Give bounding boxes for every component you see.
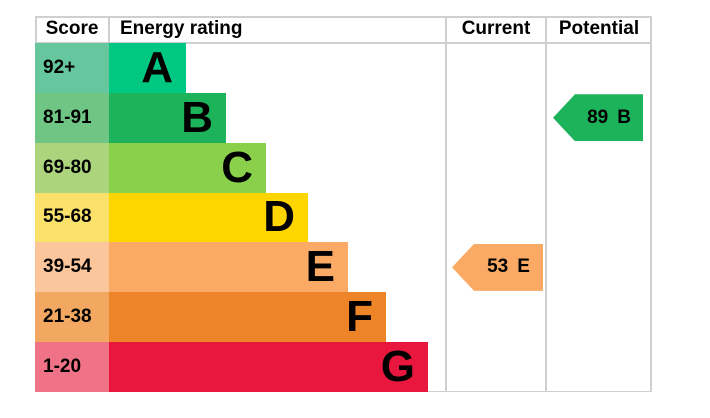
band-letter-f: F xyxy=(346,292,373,342)
grid-line-header-bottom xyxy=(35,42,652,44)
score-cell-b: 81-91 xyxy=(35,92,109,143)
band-row-c: 69-80 C xyxy=(35,142,652,193)
grid-line-potential-left xyxy=(545,16,547,392)
band-letter-b: B xyxy=(181,92,213,142)
score-cell-d: 55-68 xyxy=(35,192,109,243)
score-cell-f: 21-38 xyxy=(35,292,109,343)
band-row-b: 81-91 B xyxy=(35,92,652,143)
band-letter-c: C xyxy=(221,142,253,192)
potential-rating-arrow: 89 B xyxy=(553,94,643,142)
band-letter-a: A xyxy=(141,42,173,92)
band-bar-e: E xyxy=(109,242,348,293)
band-bar-a: A xyxy=(109,43,186,93)
energy-rating-column-header: Energy rating xyxy=(120,18,243,39)
band-rows: 92+ A 81-91 B 69-80 C 55-68 D 39-54 E 21-38 F 1-20 G xyxy=(35,43,652,392)
grid-line-top xyxy=(35,16,652,18)
band-letter-d: D xyxy=(263,192,295,242)
current-rating-value: 53 xyxy=(487,256,509,278)
band-row-f: 21-38 F xyxy=(35,292,652,343)
current-rating-arrow: 53 E xyxy=(452,243,543,291)
band-letter-g: G xyxy=(380,342,415,392)
band-row-d: 55-68 D xyxy=(35,192,652,243)
score-column-header: Score xyxy=(45,18,99,39)
band-row-a: 92+ A xyxy=(35,43,652,93)
grid-line-right xyxy=(650,16,652,392)
band-row-e: 39-54 E xyxy=(35,242,652,293)
band-row-g: 1-20 G xyxy=(35,342,652,392)
band-bar-g: G xyxy=(109,342,428,392)
potential-rating-band: B xyxy=(617,106,631,128)
band-bar-d: D xyxy=(109,192,308,243)
potential-rating-value: 89 xyxy=(587,106,609,128)
current-column-header: Current xyxy=(461,18,531,39)
potential-column-header: Potential xyxy=(558,18,640,39)
band-letter-e: E xyxy=(305,242,335,292)
score-cell-c: 69-80 xyxy=(35,142,109,193)
grid-line-score-divider xyxy=(108,16,110,43)
band-bar-b: B xyxy=(109,92,226,143)
epc-table: Score Energy rating Current Potential 92… xyxy=(35,16,652,392)
score-cell-a: 92+ xyxy=(35,43,109,93)
current-rating-band: E xyxy=(517,256,530,278)
score-cell-g: 1-20 xyxy=(35,342,109,392)
grid-line-left-header xyxy=(35,16,37,43)
band-bar-c: C xyxy=(109,142,266,193)
grid-line-current-left xyxy=(445,16,447,392)
band-bar-f: F xyxy=(109,292,386,343)
score-cell-e: 39-54 xyxy=(35,242,109,293)
